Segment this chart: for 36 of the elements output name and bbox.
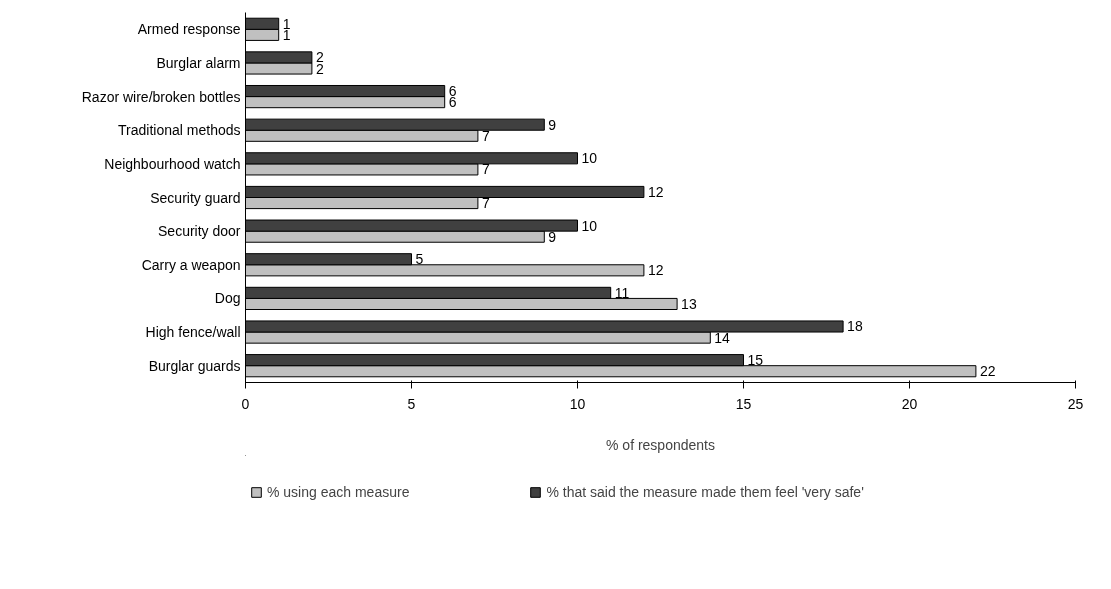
y-tick-label: Carry a weapon	[141, 256, 241, 273]
data-label: 7	[481, 127, 490, 144]
x-tick-label: 5	[407, 395, 416, 412]
data-label: 10	[581, 217, 598, 234]
y-tick-label: Razor wire/broken bottles	[81, 88, 241, 105]
y-tick-label: Burglar guards	[148, 357, 241, 374]
data-label: 5	[415, 251, 424, 268]
legend-label: % that said the measure made them feel 'very safe'	[546, 484, 864, 500]
data-label: 12	[647, 262, 664, 279]
x-tick-label: 10	[569, 395, 586, 412]
y-tick-label: Traditional methods	[118, 122, 241, 139]
legend-label: % using each measure	[267, 484, 410, 500]
data-label: 12	[647, 183, 664, 200]
data-label: 18	[847, 318, 863, 335]
y-tick-label: Neighbourhood watch	[104, 155, 241, 172]
data-label: 9	[548, 228, 557, 245]
y-tick-label: High fence/wall	[145, 324, 241, 341]
x-tick-label: 0	[241, 395, 250, 412]
data-label: 11	[614, 284, 630, 301]
data-label: 14	[714, 329, 731, 346]
y-tick-label: Armed response	[137, 21, 241, 38]
y-tick-label: Security guard	[150, 189, 241, 206]
y-tick-label: Security door	[158, 223, 241, 240]
y-tick-label: Dog	[214, 290, 241, 307]
x-tick-label: 25	[1067, 395, 1084, 412]
data-label: 15	[747, 352, 764, 369]
data-label: 7	[481, 195, 490, 212]
data-label: 22	[979, 363, 996, 380]
data-label: 13	[681, 295, 697, 312]
data-label: 9	[548, 116, 557, 133]
x-axis-title: % of respondents	[606, 436, 715, 453]
x-tick-label: 20	[901, 395, 918, 412]
data-label: 10	[581, 150, 598, 167]
x-tick-label: 15	[735, 395, 752, 412]
y-tick-label: Burglar alarm	[156, 54, 241, 71]
data-label: 7	[481, 161, 490, 178]
